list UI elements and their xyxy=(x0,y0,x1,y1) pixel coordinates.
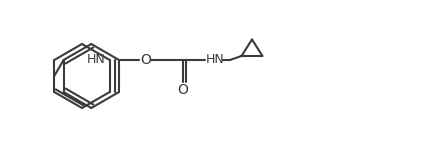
Text: O: O xyxy=(140,53,151,67)
Text: O: O xyxy=(177,83,188,97)
Text: HN: HN xyxy=(205,54,224,66)
Text: HN: HN xyxy=(86,54,105,66)
